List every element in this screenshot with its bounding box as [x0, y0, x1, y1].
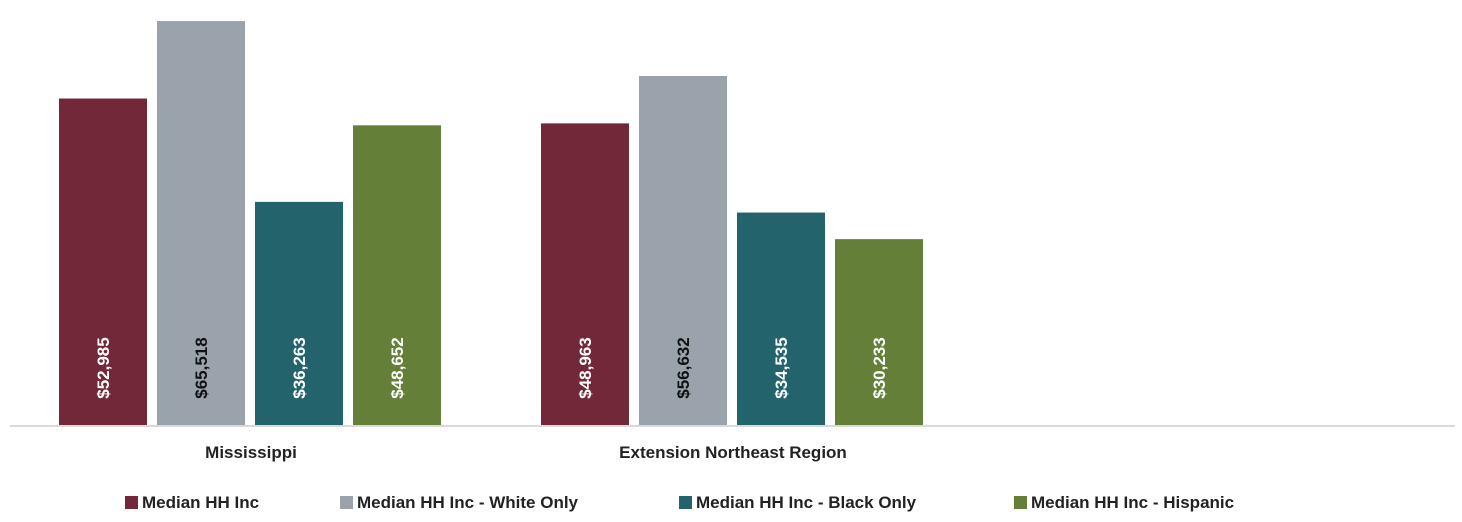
bar-3-2: [737, 212, 825, 426]
bar-4-2: [835, 239, 923, 426]
value-label-3-2: $34,535: [772, 337, 791, 398]
legend-swatch-1: [125, 496, 138, 509]
legend-label-2: Median HH Inc - White Only: [357, 493, 579, 512]
bar-1-2: [541, 123, 629, 427]
category-labels-layer: Mississippi Extension Northeast Region: [205, 443, 847, 462]
bar-2-2: [639, 75, 727, 426]
value-label-3-1: $36,263: [290, 337, 309, 398]
bar-1-1: [59, 98, 147, 426]
value-label-1-2: $48,963: [576, 337, 595, 398]
category-label-1: Mississippi: [205, 443, 297, 462]
legend-swatch-4: [1014, 496, 1027, 509]
value-label-4-1: $48,652: [388, 337, 407, 398]
value-label-2-2: $56,632: [674, 337, 693, 398]
legend-label-1: Median HH Inc: [142, 493, 259, 512]
bars-layer: [59, 21, 923, 427]
legend-label-3: Median HH Inc - Black Only: [696, 493, 917, 512]
bar-3-1: [255, 201, 343, 426]
value-label-2-1: $65,518: [192, 337, 211, 398]
value-label-4-2: $30,233: [870, 337, 889, 398]
legend: Median HH Inc Median HH Inc - White Only M…: [125, 493, 1234, 512]
legend-swatch-3: [679, 496, 692, 509]
legend-label-4: Median HH Inc - Hispanic: [1031, 493, 1234, 512]
value-labels-layer: $52,985 $65,518 $36,263 $48,652 $48,963 $56,6…: [94, 337, 889, 398]
bar-2-1: [157, 21, 245, 426]
legend-swatch-2: [340, 496, 353, 509]
category-label-2: Extension Northeast Region: [619, 443, 847, 462]
value-label-1-1: $52,985: [94, 337, 113, 398]
bar-4-1: [353, 125, 441, 427]
